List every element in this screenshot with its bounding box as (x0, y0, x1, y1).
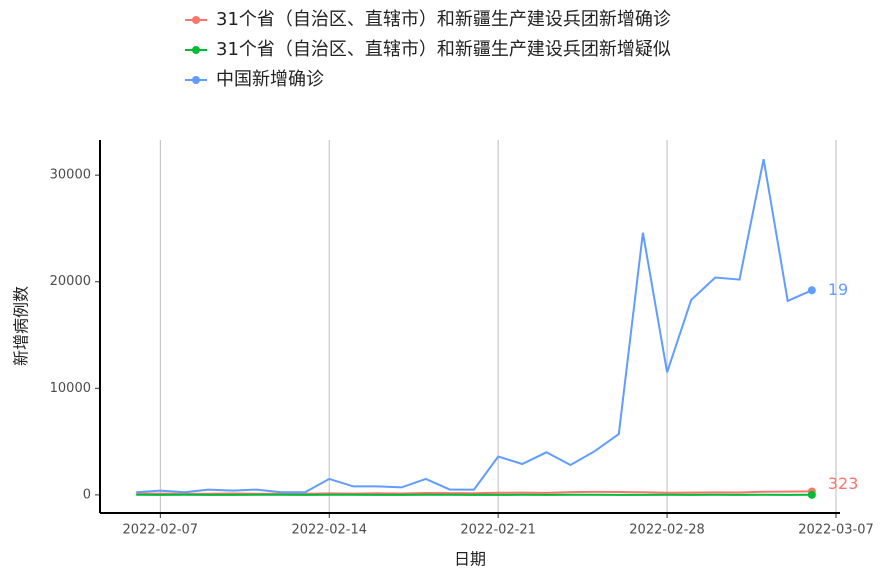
legend-marker (192, 76, 200, 84)
end-label: 323 (828, 474, 859, 493)
legend-label: 31个省（自治区、直辖市）和新疆生产建设兵团新增疑似 (216, 39, 671, 60)
end-label: 19 (828, 280, 848, 299)
end-point (807, 286, 816, 295)
x-tick-label: 2022-02-21 (460, 523, 536, 538)
legend-label: 中国新增确诊 (216, 69, 324, 90)
x-tick-label: 2022-02-28 (629, 523, 705, 538)
x-tick-label: 2022-02-07 (123, 523, 199, 538)
series-line (136, 159, 813, 494)
legend-label: 31个省（自治区、直辖市）和新疆生产建设兵团新增确诊 (216, 9, 671, 30)
legend-marker (192, 16, 200, 24)
x-tick-label: 2022-02-14 (291, 523, 367, 538)
x-tick-label: 2022-03-07 (798, 523, 874, 538)
y-tick-label: 0 (83, 487, 91, 502)
legend-marker (192, 46, 200, 54)
y-tick-label: 10000 (50, 381, 91, 396)
x-axis-title: 日期 (454, 550, 486, 569)
y-tick-label: 20000 (50, 274, 91, 289)
y-axis-title: 新增病例数 (12, 286, 31, 366)
y-tick-label: 30000 (50, 168, 91, 183)
end-point (807, 490, 816, 499)
series-line (136, 490, 812, 495)
